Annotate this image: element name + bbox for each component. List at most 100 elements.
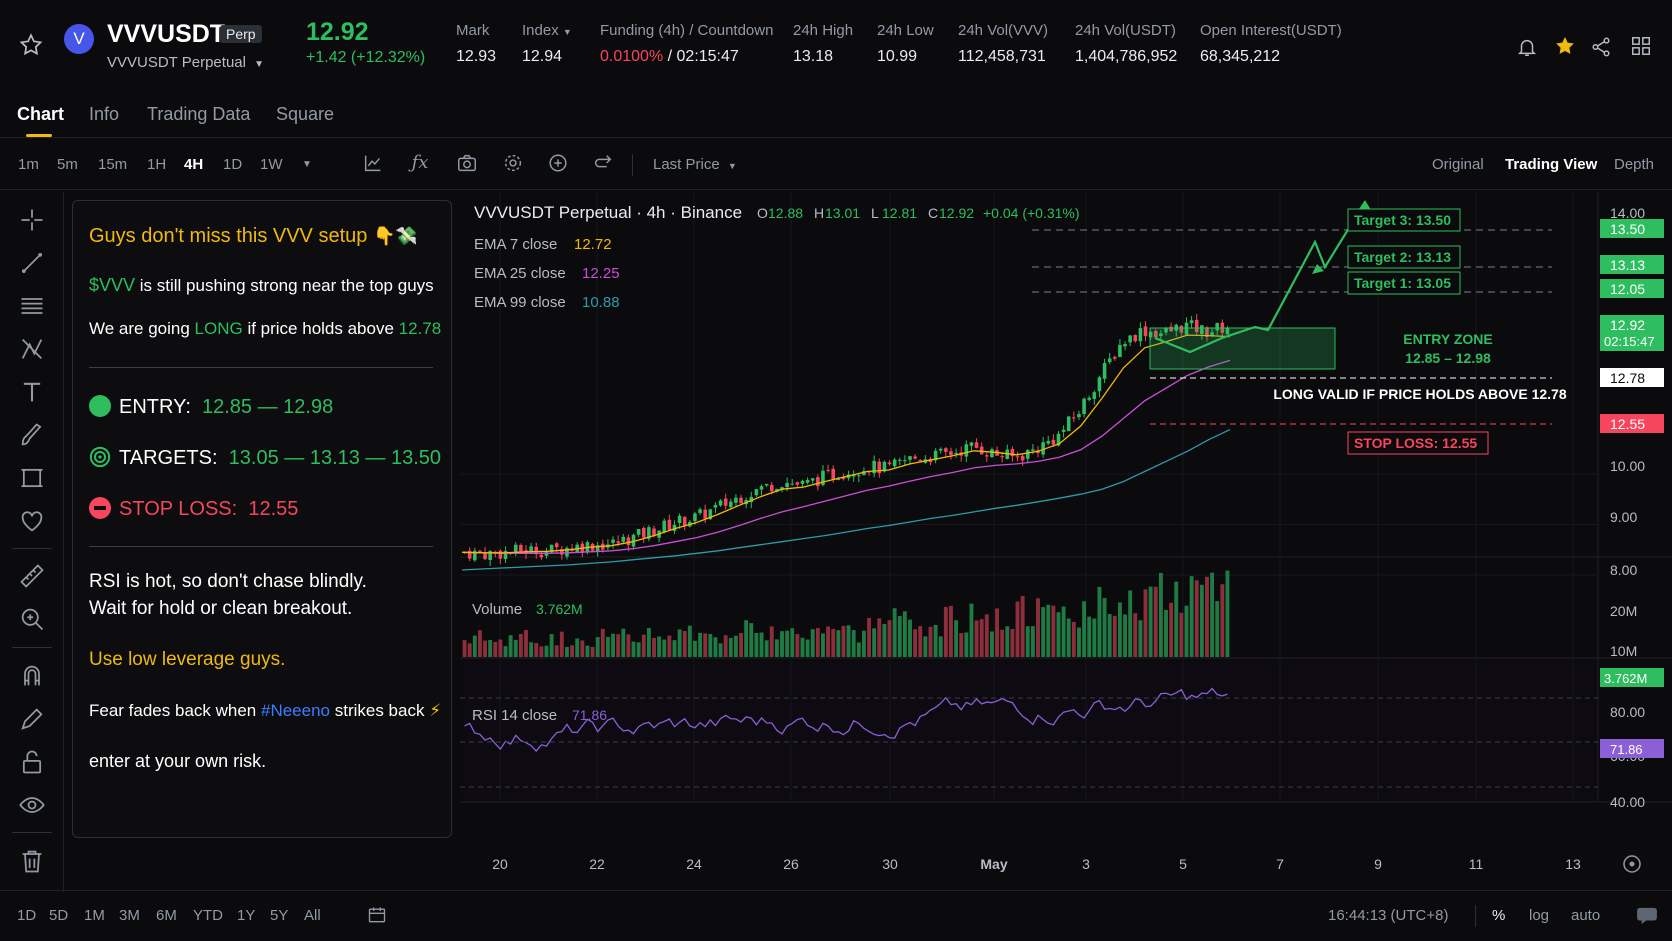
- rsi-line: [464, 687, 1228, 753]
- candle-body: [718, 500, 723, 506]
- percent-toggle[interactable]: %: [1492, 907, 1506, 924]
- ticker-tag[interactable]: $VVV: [89, 275, 136, 295]
- volume-bar: [565, 646, 569, 657]
- timeframe-1h[interactable]: 1H: [147, 156, 167, 173]
- range-1m[interactable]: 1M: [84, 907, 105, 924]
- eye-icon[interactable]: [18, 791, 46, 819]
- bell-icon[interactable]: [1516, 36, 1538, 58]
- range-1d[interactable]: 1D: [17, 907, 37, 924]
- volume-bar: [764, 640, 769, 657]
- log-toggle[interactable]: log: [1529, 907, 1550, 924]
- tab-square[interactable]: Square: [276, 104, 335, 124]
- camera-icon[interactable]: [455, 152, 479, 176]
- price-chart[interactable]: Target 3: 13.50 Target 2: 13.13 Target 1: …: [460, 192, 1672, 882]
- ohlc-key-C: C: [928, 205, 938, 221]
- range-ytd[interactable]: YTD: [193, 907, 223, 924]
- candle-body: [872, 460, 876, 474]
- range-6m[interactable]: 6M: [156, 907, 177, 924]
- long-valid-note: LONG VALID IF PRICE HOLDS ABOVE 12.78: [1273, 386, 1566, 402]
- crosshair-icon[interactable]: [18, 206, 46, 234]
- chart-toolbar: 1m 5m 15m 1H 4H 1D 1W ▼ ƒx Last Price ▼ …: [0, 140, 1672, 190]
- range-1y[interactable]: 1Y: [237, 907, 256, 924]
- no-entry-icon: [89, 497, 111, 519]
- perp-badge: Perp: [220, 25, 262, 43]
- date-range-calendar-icon[interactable]: [367, 905, 389, 927]
- measure-box-icon[interactable]: [18, 464, 46, 492]
- chevron-down-icon: ▼: [562, 27, 572, 37]
- range-all[interactable]: All: [304, 907, 321, 924]
- view-trading-view[interactable]: Trading View: [1505, 156, 1598, 173]
- volume-bar: [785, 630, 790, 657]
- zoom-in-icon[interactable]: [18, 605, 46, 633]
- pencil-lock-icon[interactable]: [18, 705, 46, 733]
- candle-body: [1128, 335, 1132, 343]
- chart-settings-icon[interactable]: [1623, 855, 1641, 873]
- rsi-pane-bg: [460, 658, 1598, 802]
- function-fx-icon[interactable]: ƒx: [411, 152, 429, 173]
- chat-bubble-icon[interactable]: [1636, 907, 1658, 925]
- volume-bar: [1112, 615, 1117, 657]
- symbol-title[interactable]: VVVUSDT: [107, 20, 226, 48]
- volume-bar: [518, 633, 523, 657]
- timeframe-4h[interactable]: 4H: [184, 156, 204, 173]
- lock-icon[interactable]: [18, 748, 46, 776]
- range-5d[interactable]: 5D: [49, 907, 69, 924]
- volume-bar: [1020, 596, 1025, 657]
- volume-bar: [892, 608, 897, 657]
- volume-bar: [590, 646, 595, 657]
- high-value: 13.18: [793, 48, 834, 65]
- volume-bar: [483, 640, 487, 657]
- favorite-star-icon[interactable]: [18, 32, 44, 58]
- settings-gear-icon[interactable]: [501, 152, 525, 176]
- add-circle-icon[interactable]: [546, 152, 570, 176]
- horizontal-lines-icon[interactable]: [18, 292, 46, 320]
- timeframe-1m[interactable]: 1m: [18, 156, 39, 173]
- favorite-filled-star-icon[interactable]: [1553, 34, 1577, 58]
- price-label-box: [1600, 368, 1664, 387]
- magnet-icon[interactable]: [18, 662, 46, 690]
- chart-canvas[interactable]: Target 3: 13.50 Target 2: 13.13 Target 1: …: [460, 192, 1672, 882]
- timeframe-more-chevron-icon[interactable]: ▼: [302, 159, 312, 170]
- tab-info[interactable]: Info: [89, 104, 120, 124]
- price-label: 13.13: [1610, 257, 1645, 273]
- auto-toggle[interactable]: auto: [1571, 907, 1601, 924]
- timeframe-1w[interactable]: 1W: [260, 156, 283, 173]
- index-label[interactable]: Index ▼: [522, 22, 572, 39]
- volume-bar: [959, 633, 964, 657]
- tab-chart[interactable]: Chart: [17, 104, 65, 124]
- range-3m[interactable]: 3M: [119, 907, 140, 924]
- hashtag-link[interactable]: #Neeeno: [260, 701, 330, 720]
- timeframe-1d[interactable]: 1D: [223, 156, 243, 173]
- symbol-selector[interactable]: VVVUSDT Perpetual ▼: [107, 54, 264, 71]
- volume-bar: [861, 630, 866, 657]
- indicator-chart-icon[interactable]: [361, 152, 385, 176]
- target-label-box: [1347, 271, 1461, 295]
- vol-usdt-label: 24h Vol(USDT): [1075, 22, 1176, 39]
- tab-trading-data[interactable]: Trading Data: [147, 104, 251, 124]
- ruler-icon[interactable]: [18, 562, 46, 590]
- price-type-select[interactable]: Last Price ▼: [653, 156, 737, 173]
- trash-icon[interactable]: [18, 847, 46, 875]
- candle-body: [985, 455, 989, 457]
- volume-bar: [1030, 626, 1035, 657]
- candle-body: [677, 515, 682, 524]
- brush-icon[interactable]: [18, 421, 46, 449]
- layout-grid-icon[interactable]: [1630, 35, 1652, 57]
- funding-rate: 0.0100%: [600, 48, 664, 65]
- heart-icon[interactable]: [18, 507, 46, 535]
- pattern-tool-icon[interactable]: [18, 335, 46, 363]
- view-depth[interactable]: Depth: [1614, 156, 1655, 173]
- entry-zone-box[interactable]: [1149, 327, 1336, 370]
- redo-icon[interactable]: [591, 152, 615, 176]
- timeframe-15m[interactable]: 15m: [98, 156, 128, 173]
- range-5y[interactable]: 5Y: [270, 907, 289, 924]
- ohlc-key-L: L: [871, 205, 879, 221]
- share-icon[interactable]: [1590, 36, 1612, 58]
- trend-line-icon[interactable]: [18, 249, 46, 277]
- text-tool-icon[interactable]: [18, 378, 46, 406]
- view-original[interactable]: Original: [1432, 156, 1484, 173]
- timeframe-5m[interactable]: 5m: [57, 156, 78, 173]
- volume-bar: [559, 631, 564, 657]
- volume-bar: [657, 636, 662, 657]
- chevron-down-icon: ▼: [727, 161, 737, 171]
